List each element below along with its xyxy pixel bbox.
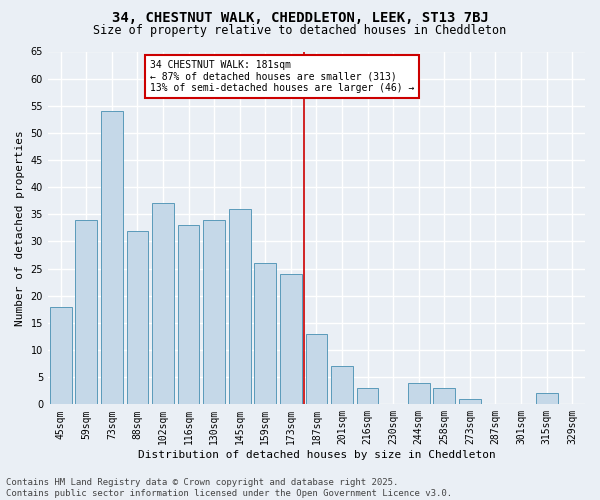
Bar bbox=[178, 225, 199, 404]
Text: Contains HM Land Registry data © Crown copyright and database right 2025.
Contai: Contains HM Land Registry data © Crown c… bbox=[6, 478, 452, 498]
Bar bbox=[152, 204, 174, 404]
Text: 34 CHESTNUT WALK: 181sqm
← 87% of detached houses are smaller (313)
13% of semi-: 34 CHESTNUT WALK: 181sqm ← 87% of detach… bbox=[150, 60, 415, 93]
Text: Size of property relative to detached houses in Cheddleton: Size of property relative to detached ho… bbox=[94, 24, 506, 37]
Bar bbox=[331, 366, 353, 405]
Text: 34, CHESTNUT WALK, CHEDDLETON, LEEK, ST13 7BJ: 34, CHESTNUT WALK, CHEDDLETON, LEEK, ST1… bbox=[112, 11, 488, 25]
Bar bbox=[280, 274, 302, 404]
Bar bbox=[76, 220, 97, 404]
Bar bbox=[127, 230, 148, 404]
Bar bbox=[408, 382, 430, 404]
Bar bbox=[357, 388, 379, 404]
Bar bbox=[459, 399, 481, 404]
Y-axis label: Number of detached properties: Number of detached properties bbox=[15, 130, 25, 326]
Bar bbox=[50, 306, 71, 404]
Bar bbox=[433, 388, 455, 404]
Bar bbox=[305, 334, 328, 404]
Bar bbox=[536, 394, 557, 404]
Bar bbox=[229, 209, 251, 404]
Bar bbox=[254, 263, 276, 404]
Bar bbox=[101, 111, 123, 405]
Bar bbox=[203, 220, 225, 404]
X-axis label: Distribution of detached houses by size in Cheddleton: Distribution of detached houses by size … bbox=[137, 450, 496, 460]
